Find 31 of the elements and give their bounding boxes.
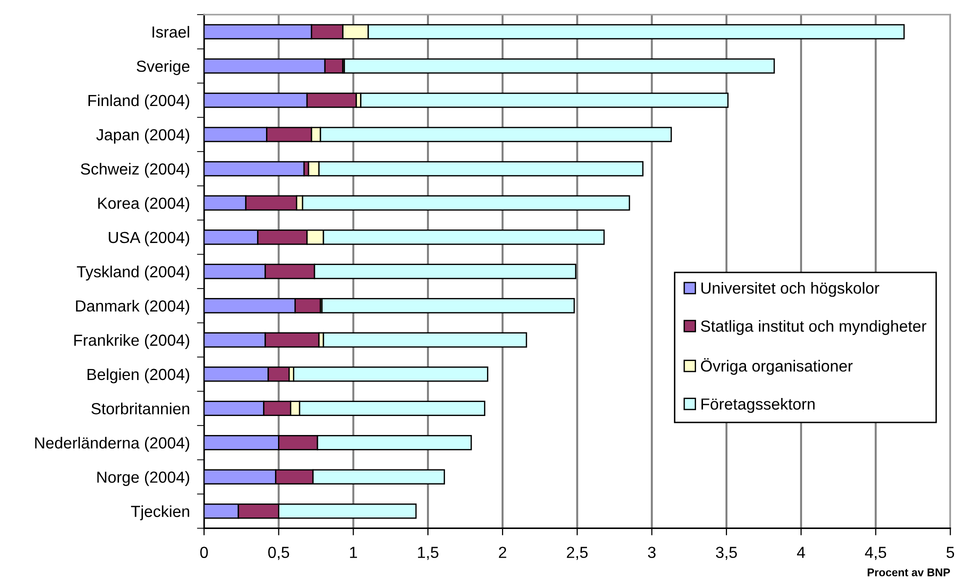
- y-tick-label: Nederländerna (2004): [35, 436, 190, 452]
- y-tick-label: Korea (2004): [98, 197, 190, 212]
- x-tick-label: 4,5: [864, 546, 886, 560]
- y-tick-label: Tyskland (2004): [76, 266, 190, 281]
- y-tick-label: Sverige: [136, 60, 190, 76]
- x-tick-label: 4: [797, 546, 806, 558]
- legend-label: Universitet och högskolor: [701, 282, 880, 297]
- x-tick-label: 5: [946, 546, 954, 558]
- x-tick-label: 3,5: [716, 546, 737, 560]
- y-tick-label: Finland (2004): [88, 94, 190, 110]
- y-tick-label: Schweiz (2004): [80, 162, 190, 178]
- x-axis-title: Procent av BNP: [868, 568, 950, 576]
- x-tick-label: 2,5: [566, 546, 588, 560]
- y-tick-label: Frankrike (2004): [74, 334, 190, 350]
- y-tick-label: Norge (2004): [97, 471, 190, 486]
- legend-label: Övriga organisationer: [700, 358, 853, 375]
- y-tick-label: Japan (2004): [96, 128, 190, 144]
- y-tick-label: USA (2004): [108, 231, 190, 246]
- y-tick-label: Tjeckien: [131, 505, 190, 520]
- x-tick-label: 3: [648, 546, 656, 558]
- x-tick-label: 0,5: [268, 546, 290, 560]
- y-tick-label: Israel: [152, 26, 190, 38]
- x-tick-label: 1: [350, 546, 357, 558]
- y-tick-label: Danmark (2004): [76, 300, 190, 315]
- x-tick-label: 1,5: [418, 546, 438, 560]
- legend-label: Företagssektorn: [702, 398, 815, 413]
- x-tick-label: 0: [200, 546, 208, 558]
- y-tick-label: Belgien (2004): [88, 368, 190, 384]
- y-tick-label: Storbritannien: [91, 402, 190, 414]
- legend-label: Statliga institut och myndigheter: [700, 320, 926, 335]
- x-tick-label: 2: [498, 546, 506, 558]
